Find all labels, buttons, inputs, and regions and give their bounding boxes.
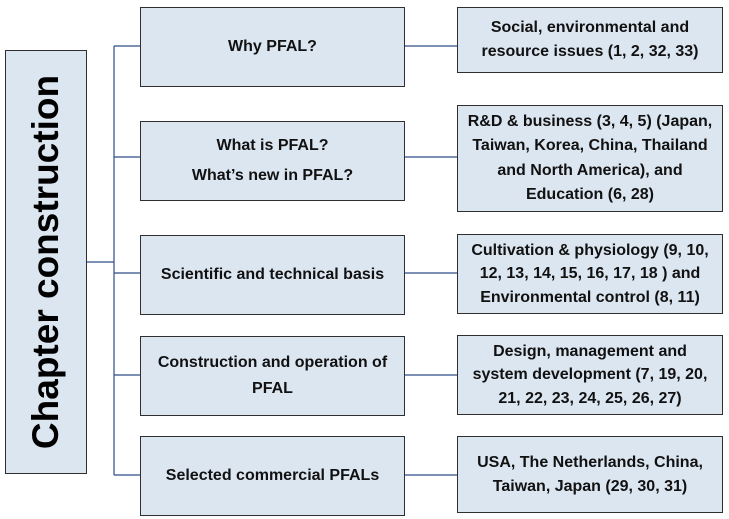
topic-line: PFAL bbox=[252, 380, 293, 397]
detail-line: Environmental control (8, 11) bbox=[480, 288, 700, 306]
topic-line: Construction and operation of bbox=[157, 354, 388, 372]
topic-box-why-pfal: Why PFAL? bbox=[140, 7, 405, 87]
chapter-construction-box: Chapter construction bbox=[5, 50, 87, 474]
topic-line: What is PFAL? bbox=[216, 137, 329, 155]
detail-line: Taiwan, Japan (29, 30, 31) bbox=[492, 477, 688, 495]
detail-line: and North America), and bbox=[497, 161, 683, 179]
detail-line: Social, environmental and bbox=[490, 19, 690, 36]
chapter-construction-label: Chapter construction bbox=[25, 74, 67, 450]
detail-line: R&D & business (3, 4, 5) (Japan, bbox=[467, 112, 713, 130]
topic-line: Why PFAL? bbox=[228, 37, 317, 55]
detail-box-design-management: Design, management and system developmen… bbox=[457, 335, 723, 415]
detail-line: Design, management and bbox=[493, 343, 687, 361]
detail-line: Cultivation & physiology (9, 10, bbox=[471, 242, 709, 260]
detail-line: Education (6, 28) bbox=[525, 185, 654, 203]
detail-line: USA, The Netherlands, China, bbox=[477, 453, 703, 471]
topic-box-what-is-pfal: What is PFAL? What’s new in PFAL? bbox=[140, 121, 405, 201]
topic-box-commercial-pfals: Selected commercial PFALs bbox=[140, 436, 405, 516]
detail-box-cultivation: Cultivation & physiology (9, 10, 12, 13,… bbox=[457, 234, 723, 314]
detail-box-issues: Social, environmental and resource issue… bbox=[457, 7, 723, 73]
topic-box-scientific-basis: Scientific and technical basis bbox=[140, 235, 405, 315]
topic-line: What’s new in PFAL? bbox=[191, 167, 354, 184]
detail-box-countries: USA, The Netherlands, China, Taiwan, Jap… bbox=[457, 436, 723, 513]
topic-line: Selected commercial PFALs bbox=[165, 466, 380, 484]
detail-line: system development (7, 19, 20, bbox=[472, 366, 708, 384]
topic-line: Scientific and technical basis bbox=[160, 265, 385, 283]
detail-box-rd-business: R&D & business (3, 4, 5) (Japan, Taiwan,… bbox=[457, 105, 723, 212]
detail-line: resource issues (1, 2, 32, 33) bbox=[481, 43, 699, 60]
detail-line: 12, 13, 14, 15, 16, 17, 18 ) and bbox=[479, 265, 701, 283]
detail-line: Taiwan, Korea, China, Thailand bbox=[472, 137, 708, 155]
topic-box-construction-operation: Construction and operation of PFAL bbox=[140, 336, 405, 416]
detail-line: 21, 22, 23, 24, 25, 26, 27) bbox=[498, 389, 682, 407]
